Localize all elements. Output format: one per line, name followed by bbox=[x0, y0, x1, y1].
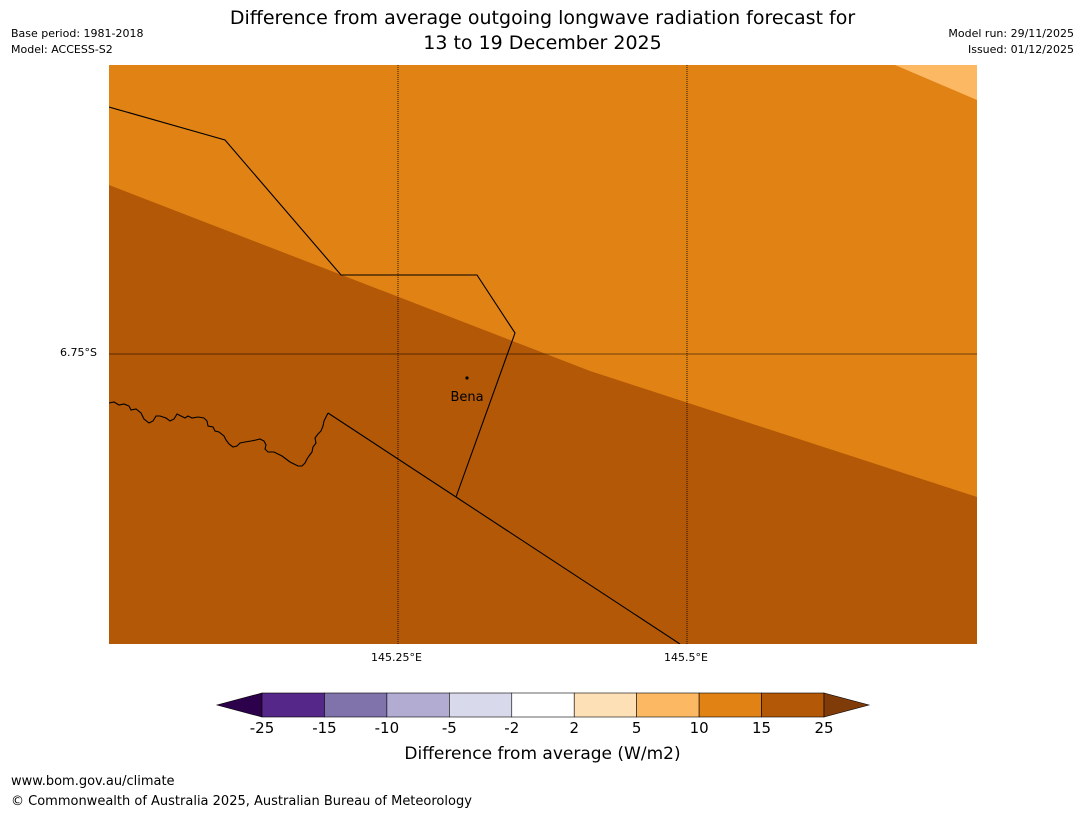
colorbar-extend-high bbox=[823, 692, 871, 718]
model-run: Model run: 29/11/2025 bbox=[948, 27, 1074, 40]
colorbar-swatch bbox=[386, 692, 450, 718]
colorbar-swatch bbox=[761, 692, 825, 718]
chart-title: Difference from average outgoing longwav… bbox=[0, 6, 1085, 56]
footer-url: www.bom.gov.au/climate bbox=[11, 774, 175, 789]
province-boundary-north bbox=[109, 106, 516, 498]
colorbar-tick-label: -25 bbox=[249, 719, 275, 737]
base-period: Base period: 1981-2018 bbox=[11, 27, 144, 40]
colorbar-swatch bbox=[573, 692, 637, 718]
lon-tick-label-1: 145.25°E bbox=[371, 651, 422, 664]
footer-copyright: © Commonwealth of Australia 2025, Austra… bbox=[11, 794, 472, 809]
colorbar-swatch bbox=[261, 692, 325, 718]
title-line-2: 13 to 19 December 2025 bbox=[423, 32, 662, 54]
anomaly-band-10-15 bbox=[109, 65, 977, 497]
colorbar-tick-label: -10 bbox=[374, 719, 400, 737]
colorbar-swatch bbox=[511, 692, 575, 718]
colorbar-tick-label: -2 bbox=[504, 719, 520, 737]
province-boundary-south bbox=[327, 412, 681, 644]
colorbar-tick-label: 5 bbox=[631, 719, 642, 737]
town-label-bena: Bena bbox=[450, 390, 483, 405]
colorbar-tick-label: -15 bbox=[312, 719, 337, 737]
title-line-1: Difference from average outgoing longwav… bbox=[229, 7, 856, 29]
colorbar-tick-label: 10 bbox=[689, 719, 709, 737]
lon-tick-label-2: 145.5°E bbox=[664, 651, 708, 664]
colorbar-swatch bbox=[449, 692, 513, 718]
meta-right: Model run: 29/11/2025 Issued: 01/12/2025 bbox=[948, 26, 1074, 58]
colorbar-extend-low bbox=[215, 692, 263, 718]
colorbar-swatch bbox=[698, 692, 762, 718]
province-boundary-river bbox=[109, 401, 329, 467]
colorbar-tick-label: 25 bbox=[814, 719, 834, 737]
colorbar-swatch bbox=[636, 692, 700, 718]
meta-left: Base period: 1981-2018 Model: ACCESS-S2 bbox=[11, 26, 143, 58]
issued-date: Issued: 01/12/2025 bbox=[967, 43, 1074, 56]
model-name: Model: ACCESS-S2 bbox=[11, 43, 113, 56]
colorbar-title: Difference from average (W/m2) bbox=[404, 744, 681, 764]
colorbar-tick-label: -5 bbox=[441, 719, 457, 737]
lat-tick-label: 6.75°S bbox=[60, 346, 97, 359]
town-marker-bena bbox=[465, 376, 469, 380]
colorbar-tick-label: 2 bbox=[569, 719, 579, 737]
colorbar-swatch bbox=[324, 692, 388, 718]
colorbar-tick-label: 15 bbox=[752, 719, 772, 737]
anomaly-band-5-10 bbox=[895, 65, 977, 100]
